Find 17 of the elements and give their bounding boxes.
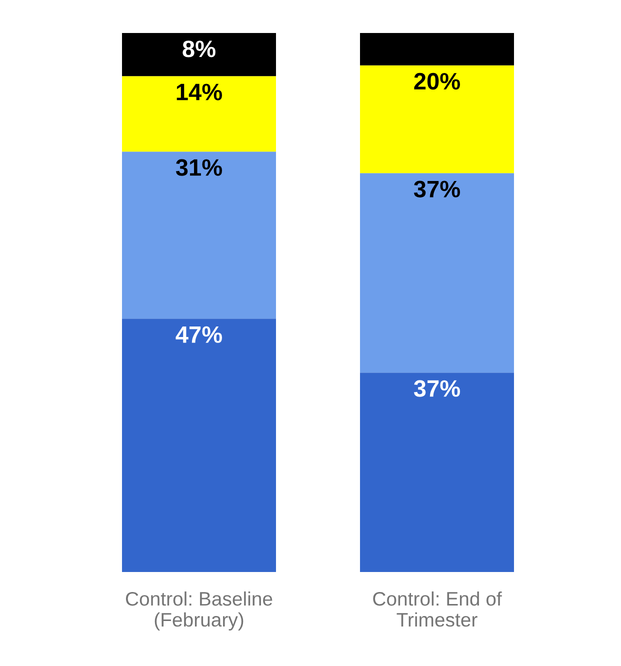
x-tick-label: Control: Baseline (February)	[126, 591, 272, 631]
bar	[360, 65, 514, 174]
x-tick-label: Control: End of Trimester	[373, 591, 502, 627]
data-label: 47%	[176, 326, 222, 343]
data-label: 8%	[182, 40, 216, 58]
data-label: 37%	[414, 180, 460, 198]
bar	[122, 152, 276, 319]
data-label: 31%	[176, 159, 222, 176]
bar	[122, 33, 276, 76]
bar	[360, 33, 514, 66]
bar	[122, 76, 276, 152]
data-label: 14%	[176, 84, 222, 100]
data-label: 37%	[414, 380, 460, 397]
bar	[122, 318, 276, 572]
bar	[360, 173, 514, 373]
bar	[360, 372, 514, 572]
data-label: 20%	[414, 72, 460, 90]
